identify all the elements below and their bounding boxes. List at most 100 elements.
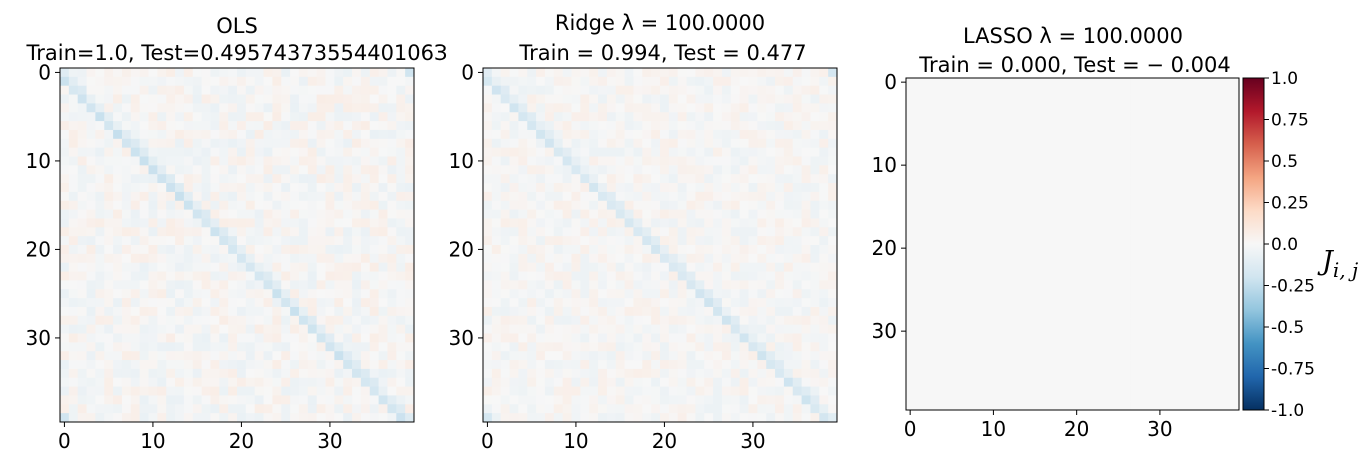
heatmap-cell [201,351,211,361]
heatmap-cell [589,386,599,396]
heatmap-cell [396,191,406,202]
heatmap-cell [730,112,741,122]
heatmap-cell [157,218,167,228]
heatmap-cell [1064,210,1073,220]
heatmap-cell [1114,210,1123,220]
heatmap-cell [298,342,309,352]
heatmap-cell [914,260,924,270]
heatmap-cell [1097,302,1107,311]
heatmap-cell [509,324,519,334]
heatmap-cell [86,236,96,246]
heatmap-cell [183,324,194,334]
heatmap-cell [325,218,335,228]
heatmap-cell [606,395,617,405]
heatmap-cell [704,271,714,281]
heatmap-cell [677,271,687,281]
heatmap-cell [766,147,776,157]
heatmap-cell [352,324,362,334]
heatmap-cell [972,185,982,195]
heatmap-cell [721,368,732,379]
heatmap-cell [775,174,785,184]
heatmap-cell [1055,78,1065,87]
heatmap-cell [660,129,670,140]
heatmap-cell [1155,202,1165,212]
heatmap-cell [175,156,185,166]
heatmap-cell [562,280,572,290]
heatmap-cell [307,103,318,113]
heatmap-cell [1039,335,1048,344]
heatmap-cell [77,306,87,317]
heatmap-cell [660,253,670,264]
heatmap-cell [491,227,502,237]
heatmap-cell [721,174,732,184]
heatmap-cell [553,112,564,122]
heatmap-cell [1205,351,1215,361]
heatmap-cell [228,165,238,175]
heatmap-cell [660,85,670,95]
heatmap-cell [325,121,335,131]
heatmap-cell [343,298,353,308]
heatmap-cell [748,76,758,87]
heatmap-cell [1105,161,1115,170]
heatmap-cell [86,395,96,405]
heatmap-cell [624,103,634,113]
heatmap-cell [757,333,767,343]
heatmap-cell [775,280,785,290]
heatmap-cell [914,235,924,245]
heatmap-cell [589,360,599,370]
heatmap-cell [1130,144,1140,154]
heatmap-cell [713,315,723,326]
heatmap-cell [651,94,661,104]
heatmap-cell [964,293,973,303]
heatmap-cell [272,306,282,317]
heatmap-cell [660,377,670,387]
y-tick-label: 20 [26,237,51,261]
heatmap-cell [1155,136,1165,145]
heatmap-cell [713,227,723,237]
heatmap-cell [272,94,282,104]
heatmap-cell [1147,393,1157,403]
heatmap-cell [1097,219,1107,228]
heatmap-cell [1030,268,1040,278]
heatmap-cell [1080,136,1090,145]
heatmap-cell [228,404,238,414]
heatmap-cell [1064,136,1073,145]
heatmap-cell [544,183,555,193]
heatmap-cell [352,360,362,370]
heatmap-cell [68,236,79,246]
heatmap-cell [352,404,362,414]
heatmap-cell [606,253,617,264]
heatmap-cell [1122,227,1132,237]
heatmap-cell [775,386,785,396]
heatmap-cell [1189,244,1198,253]
heatmap-cell [157,191,167,202]
heatmap-cell [1005,302,1015,311]
heatmap-cell [166,147,176,157]
heatmap-cell [721,306,732,317]
heatmap-cell [77,377,87,387]
heatmap-cell [1197,385,1207,394]
heatmap-cell [491,271,502,281]
heatmap-cell [589,200,599,210]
heatmap-cell [166,165,176,175]
heatmap-cell [1089,119,1098,129]
heatmap-cell [1064,185,1073,195]
heatmap-cell [527,280,537,290]
heatmap-cell [518,377,528,387]
heatmap-cell [677,395,687,405]
heatmap-cell [615,94,625,104]
heatmap-cell [819,262,829,272]
heatmap-cell [121,333,132,343]
heatmap-cell [272,174,282,184]
heatmap-cell [606,174,617,184]
heatmap-cell [148,112,158,122]
x-tick-label: 30 [317,429,342,453]
heatmap-cell [1222,102,1232,112]
heatmap-cell [500,85,510,95]
heatmap-cell [219,315,229,326]
heatmap-cell [68,324,79,334]
heatmap-cell [325,271,335,281]
heatmap-cell [624,76,634,87]
heatmap-cell [651,271,661,281]
heatmap-cell [989,111,998,120]
